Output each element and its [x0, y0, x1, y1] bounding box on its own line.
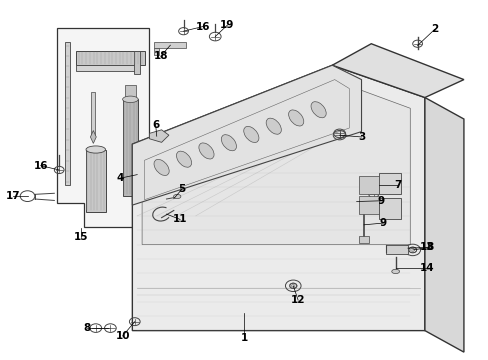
- Text: 6: 6: [152, 121, 159, 130]
- Text: 7: 7: [394, 180, 401, 190]
- Polygon shape: [132, 65, 361, 205]
- Text: 17: 17: [5, 191, 20, 201]
- Text: 16: 16: [195, 22, 210, 32]
- Text: 3: 3: [357, 132, 365, 142]
- Bar: [134, 51, 140, 74]
- Ellipse shape: [288, 110, 303, 126]
- Bar: [358, 176, 378, 194]
- Text: 12: 12: [290, 295, 305, 305]
- Text: 10: 10: [115, 331, 130, 341]
- Ellipse shape: [243, 126, 258, 143]
- Text: 15: 15: [74, 232, 88, 242]
- Bar: [76, 64, 135, 71]
- Text: 8: 8: [426, 242, 432, 252]
- Text: 11: 11: [173, 215, 187, 224]
- Ellipse shape: [221, 135, 236, 151]
- Bar: [76, 51, 144, 64]
- Polygon shape: [385, 244, 407, 253]
- Bar: [358, 196, 378, 214]
- Ellipse shape: [391, 269, 399, 274]
- Text: 5: 5: [178, 184, 185, 194]
- Text: 18: 18: [153, 51, 167, 61]
- Text: 9: 9: [379, 218, 386, 228]
- Text: 8: 8: [84, 323, 91, 333]
- Polygon shape: [142, 76, 409, 244]
- Ellipse shape: [199, 143, 214, 159]
- Polygon shape: [57, 28, 149, 226]
- Ellipse shape: [86, 146, 105, 153]
- Bar: [358, 235, 368, 243]
- Ellipse shape: [176, 151, 191, 167]
- Text: 9: 9: [377, 196, 384, 206]
- Ellipse shape: [173, 194, 181, 199]
- Text: 2: 2: [430, 24, 437, 35]
- Text: 1: 1: [241, 333, 247, 343]
- Polygon shape: [424, 98, 463, 352]
- Ellipse shape: [310, 102, 325, 118]
- Polygon shape: [331, 44, 463, 98]
- Bar: [124, 85, 136, 98]
- Bar: [65, 42, 70, 185]
- Ellipse shape: [265, 118, 281, 134]
- Ellipse shape: [122, 96, 138, 103]
- Bar: [154, 42, 185, 48]
- Polygon shape: [149, 130, 168, 142]
- Text: 14: 14: [419, 263, 434, 273]
- Bar: [86, 149, 105, 212]
- Polygon shape: [132, 65, 424, 330]
- Bar: [378, 173, 400, 194]
- Text: 19: 19: [220, 20, 234, 30]
- Bar: [91, 92, 95, 135]
- Text: 4: 4: [116, 173, 123, 183]
- Polygon shape: [90, 131, 96, 143]
- Text: 16: 16: [33, 161, 48, 171]
- Ellipse shape: [154, 159, 169, 175]
- Bar: [378, 198, 400, 220]
- Bar: [122, 99, 138, 196]
- Text: 13: 13: [419, 242, 434, 252]
- Bar: [154, 48, 159, 55]
